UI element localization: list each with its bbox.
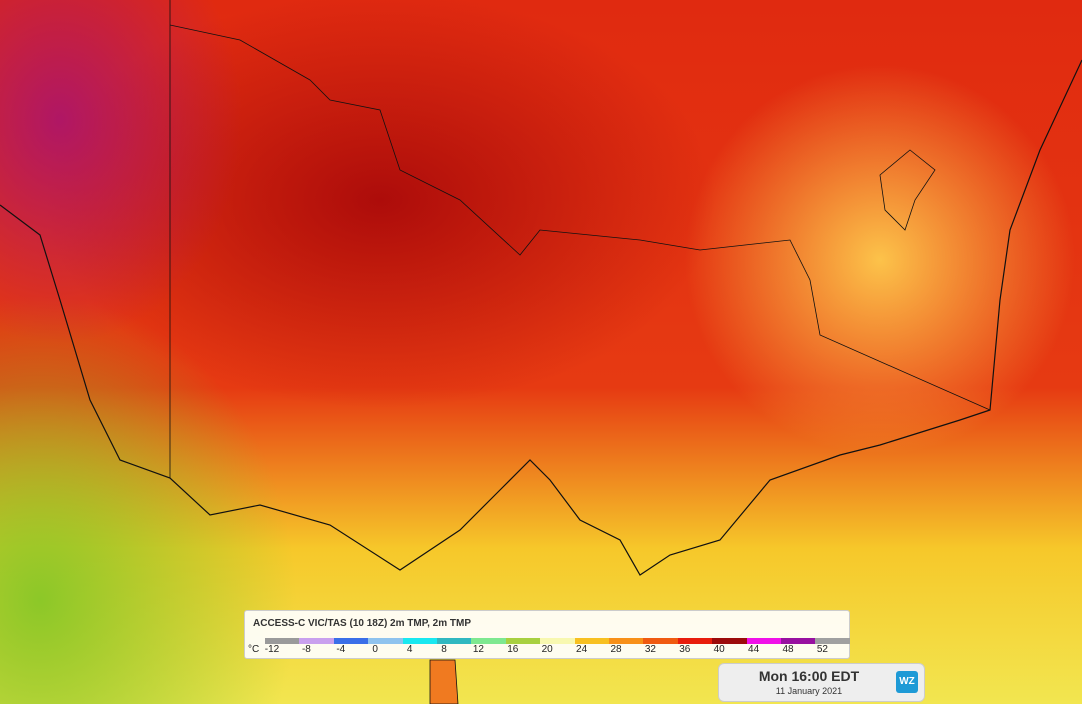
coastline — [0, 59, 1082, 576]
legend-label: 44 — [748, 644, 760, 655]
legend-label: 32 — [644, 644, 656, 655]
legend-swatch — [505, 638, 541, 644]
legend-label: 48 — [782, 644, 794, 655]
date: 11 January 2021 — [775, 686, 843, 696]
legend-label: 40 — [713, 644, 725, 655]
legend-label: 52 — [816, 644, 828, 655]
legend: ACCESS-C VIC/TAS (10 18Z) 2m TMP, 2m TMP… — [244, 610, 850, 659]
legend-swatch — [712, 638, 747, 644]
legend-swatch — [574, 638, 609, 644]
legend-label: 28 — [610, 644, 622, 655]
logo[interactable]: WZ — [896, 671, 918, 693]
island — [429, 659, 459, 704]
legend-swatch — [643, 638, 678, 644]
act-border — [879, 149, 936, 231]
legend-label: -8 — [301, 644, 311, 655]
legend-label: -12 — [264, 644, 280, 655]
legend-swatch — [333, 638, 369, 644]
legend-label: 16 — [507, 644, 519, 655]
legend-swatch — [540, 638, 575, 644]
legend-label: 20 — [541, 644, 553, 655]
legend-swatch — [402, 638, 437, 644]
legend-swatch — [437, 638, 472, 644]
legend-swatch — [781, 638, 816, 644]
legend-label: 12 — [472, 644, 484, 655]
legend-label: -4 — [336, 644, 346, 655]
legend-label: 8 — [441, 644, 447, 655]
legend-swatch — [609, 638, 644, 644]
legend-swatch — [677, 638, 713, 644]
legend-label: 36 — [679, 644, 691, 655]
legend-swatch — [299, 638, 334, 644]
legend-swatch — [815, 638, 850, 644]
legend-swatch — [368, 638, 403, 644]
legend-swatch — [746, 638, 781, 644]
time-panel: Mon 16:00 EDT 11 January 2021 WZ — [718, 663, 925, 702]
time: Mon 16:00 EDT — [758, 668, 860, 684]
legend-unit: °C — [248, 644, 260, 655]
legend-swatch — [471, 638, 506, 644]
legend-title: ACCESS-C VIC/TAS (10 18Z) 2m TMP, 2m TMP — [253, 618, 472, 629]
legend-label: 4 — [406, 644, 413, 655]
legend-swatch — [265, 638, 300, 644]
legend-label: 0 — [372, 644, 378, 655]
state-border — [169, 0, 991, 478]
legend-label: 24 — [576, 644, 588, 655]
